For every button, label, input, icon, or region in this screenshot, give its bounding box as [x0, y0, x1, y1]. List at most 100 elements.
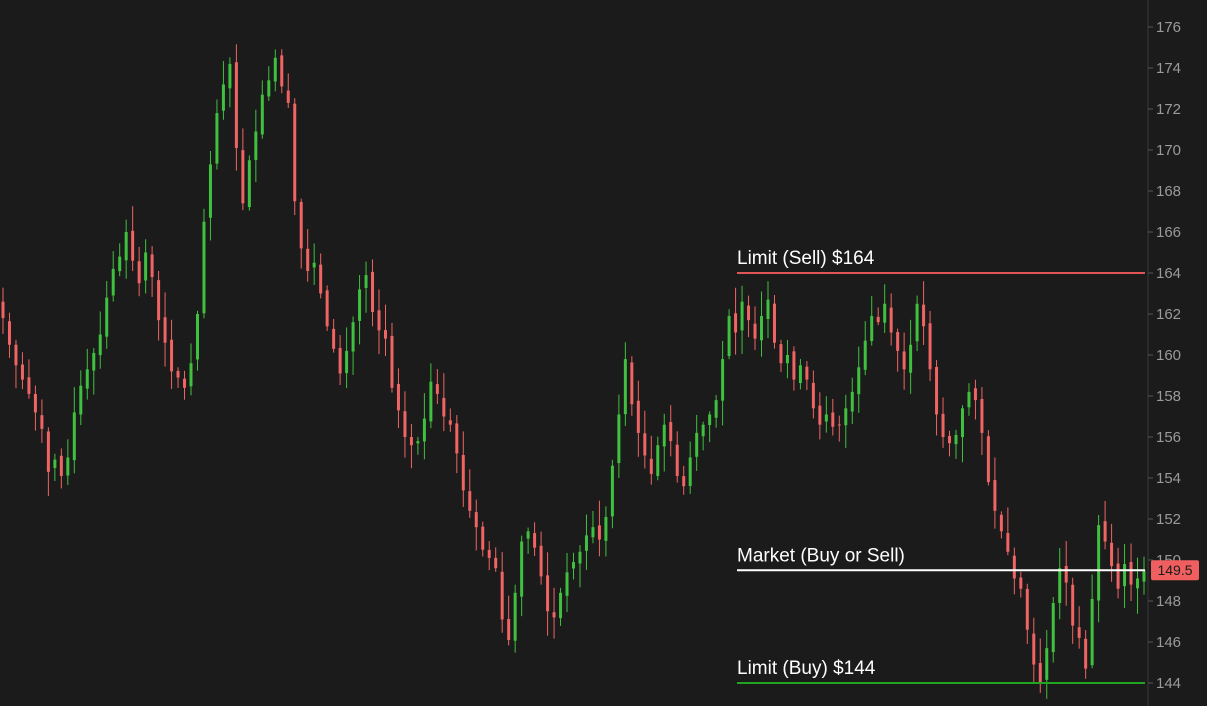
- candle-body: [922, 304, 926, 327]
- candle-body: [468, 491, 472, 511]
- candle-body: [857, 367, 861, 395]
- candle-body: [753, 323, 757, 339]
- y-tick-label: 162: [1156, 306, 1181, 323]
- candle-body: [520, 541, 524, 597]
- candle-body: [228, 63, 232, 89]
- candle-body: [144, 252, 148, 281]
- candle-body: [850, 391, 854, 412]
- candle-body: [682, 476, 686, 487]
- candle-body: [1, 301, 5, 319]
- candle-body: [66, 457, 70, 476]
- candle-body: [656, 445, 660, 476]
- y-tick-label: 144: [1156, 675, 1181, 692]
- candle-body: [183, 378, 187, 388]
- candle-body: [1038, 662, 1042, 683]
- candle-body: [740, 301, 744, 331]
- y-tick-label: 156: [1156, 429, 1181, 446]
- candle-body: [721, 359, 725, 401]
- candle-body: [189, 363, 193, 387]
- candle-body: [267, 80, 271, 97]
- candle-body: [409, 436, 413, 446]
- candle-body: [46, 431, 50, 472]
- candle-body: [870, 316, 874, 342]
- candle-body: [1103, 521, 1107, 542]
- candle-body: [1006, 532, 1010, 552]
- y-tick-label: 148: [1156, 593, 1181, 610]
- candle-body: [604, 516, 608, 541]
- candlestick-series: [1, 44, 1146, 699]
- candle-body: [481, 526, 485, 550]
- candle-body: [234, 62, 238, 148]
- candle-body: [215, 113, 219, 164]
- y-tick-label: 160: [1156, 347, 1181, 364]
- candle-body: [435, 384, 439, 394]
- candle-body: [630, 362, 634, 405]
- candle-body: [526, 531, 530, 539]
- candle-body: [662, 424, 666, 447]
- candle-body: [299, 201, 303, 249]
- candle-body: [312, 262, 316, 268]
- y-tick-label: 170: [1156, 142, 1181, 159]
- candle-body: [195, 314, 199, 360]
- candle-body: [617, 414, 621, 464]
- candle-body: [1051, 603, 1055, 653]
- candle-body: [33, 393, 37, 413]
- candle-body: [332, 328, 336, 349]
- price-line-label: Limit (Sell) $164: [737, 248, 875, 269]
- candle-body: [14, 344, 18, 366]
- candle-body: [461, 454, 465, 491]
- candle-body: [623, 359, 627, 415]
- candle-body: [85, 369, 89, 389]
- candle-body: [241, 150, 245, 204]
- candle-body: [1064, 565, 1068, 583]
- candle-body: [896, 332, 900, 351]
- candle-body: [818, 405, 822, 425]
- candle-body: [701, 424, 705, 437]
- candle-body: [1058, 568, 1062, 604]
- candle-body: [824, 414, 828, 422]
- candle-body: [649, 458, 653, 474]
- candle-body: [993, 480, 997, 511]
- candle-body: [688, 457, 692, 487]
- candle-body: [293, 103, 297, 202]
- candle-body: [1136, 578, 1140, 589]
- candle-body: [507, 619, 511, 640]
- candle-body: [157, 280, 161, 321]
- candle-body: [79, 385, 83, 415]
- candle-body: [546, 575, 550, 612]
- candle-body: [1025, 588, 1029, 630]
- candle-body: [539, 545, 543, 577]
- candle-body: [785, 355, 789, 364]
- candle-body: [118, 256, 122, 272]
- current-price-marker: 149.5: [1151, 560, 1199, 581]
- candle-body: [325, 290, 329, 327]
- candle-body: [643, 433, 647, 456]
- candle-body: [727, 316, 731, 357]
- candle-body: [915, 303, 919, 342]
- candle-body: [967, 391, 971, 408]
- candle-body: [591, 527, 595, 538]
- candle-body: [371, 271, 375, 312]
- candle-body: [20, 364, 24, 380]
- candle-body: [396, 383, 400, 411]
- candle-body: [533, 533, 537, 548]
- candle-body: [1097, 525, 1101, 601]
- candle-body: [837, 424, 841, 426]
- y-tick-label: 166: [1156, 224, 1181, 241]
- candle-body: [358, 289, 362, 321]
- candle-body: [792, 351, 796, 380]
- candle-body: [747, 305, 751, 321]
- candle-body: [844, 408, 848, 426]
- candle-body: [610, 465, 614, 517]
- candle-body: [1110, 542, 1114, 567]
- candle-body: [565, 572, 569, 596]
- candle-body: [487, 549, 491, 558]
- candle-body: [221, 84, 225, 111]
- candle-body: [578, 551, 582, 564]
- candle-body: [954, 434, 958, 445]
- candle-body: [1090, 598, 1094, 666]
- candle-body: [883, 303, 887, 323]
- price-line-label: Market (Buy or Sell): [737, 545, 905, 566]
- candle-body: [27, 377, 31, 394]
